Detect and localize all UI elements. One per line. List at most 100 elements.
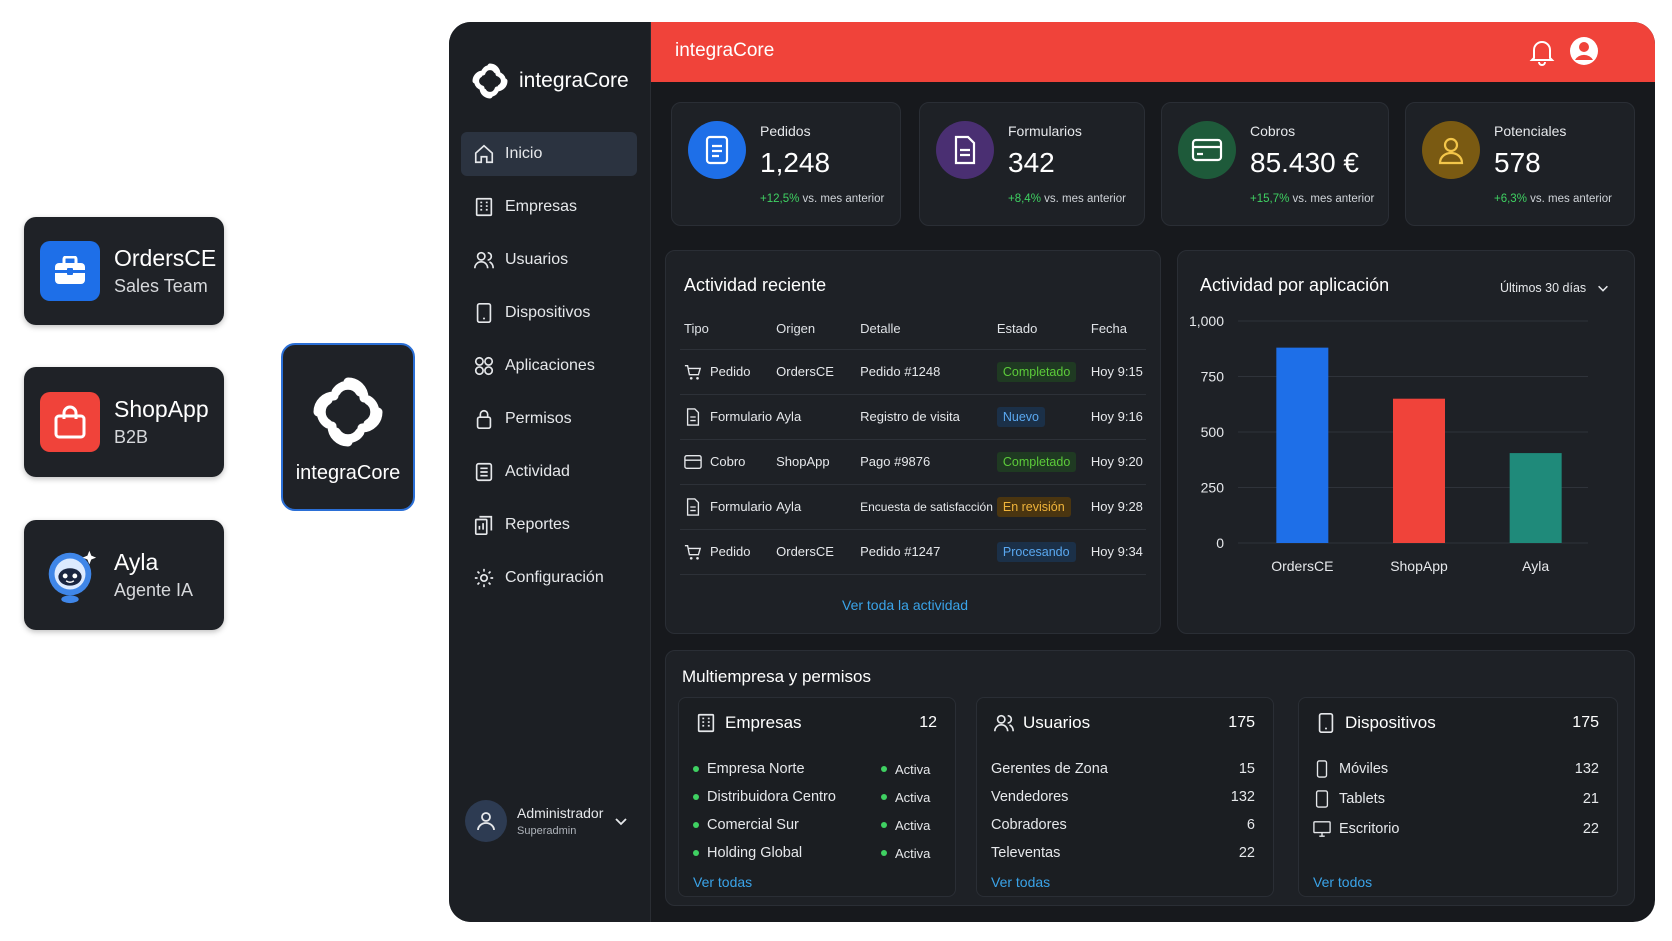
stat-card-cobros[interactable]: Cobros 85.430 € +15,7% vs. mes anterior: [1161, 102, 1389, 226]
list-item[interactable]: Distribuidora Centro Activa: [693, 784, 937, 810]
list-item[interactable]: Escritorio 22: [1313, 816, 1599, 842]
logo-label: integraCore: [295, 461, 401, 484]
table-row[interactable]: Formulario Ayla Encuesta de satisfacción…: [680, 484, 1146, 530]
person-icon: [1422, 121, 1480, 179]
topbar: integraCore: [651, 22, 1655, 82]
bar-ordersce[interactable]: [1276, 347, 1329, 543]
bar-ayla[interactable]: [1509, 453, 1562, 543]
list-item[interactable]: Vendedores 132: [991, 784, 1255, 810]
bell-icon[interactable]: [1529, 38, 1555, 66]
view-all-dispositivos-link[interactable]: Ver todos: [1313, 874, 1373, 890]
table-row[interactable]: Pedido OrdersCE Pedido #1248 Completado …: [680, 349, 1146, 395]
list-item[interactable]: Tablets 21: [1313, 786, 1599, 812]
sidebar-nav: Inicio Empresas Usuarios Dispositivos Ap…: [461, 132, 637, 609]
stat-card-potenciales[interactable]: Potenciales 578 +6,3% vs. mes anterior: [1405, 102, 1635, 226]
sidebar: integraCore Inicio Empresas Usuarios Dis…: [449, 22, 651, 922]
y-tick-label: 250: [1201, 480, 1225, 496]
brand-name: integraCore: [519, 69, 629, 92]
sidebar-item-empresas[interactable]: Empresas: [461, 185, 637, 229]
column-header: Detalle: [856, 309, 993, 350]
item-name: Comercial Sur: [707, 817, 799, 833]
item-value: 15: [1238, 761, 1255, 777]
item-status: Activa: [895, 789, 931, 805]
section-title: Actividad reciente: [684, 275, 827, 295]
app-card-ayla[interactable]: Ayla Agente IA: [24, 520, 224, 630]
view-all-empresas-link[interactable]: Ver todas: [693, 874, 753, 890]
form-icon: [936, 121, 994, 179]
card-count: 12: [919, 714, 937, 731]
item-name: Gerentes de Zona: [991, 761, 1108, 777]
list-icon: [475, 462, 493, 482]
cell-fecha: Hoy 9:15: [1086, 349, 1146, 395]
list-item[interactable]: Empresa Norte Activa: [693, 756, 937, 782]
table-row[interactable]: Pedido OrdersCE Pedido #1247 Procesando …: [680, 529, 1146, 575]
list-item[interactable]: Gerentes de Zona 15: [991, 756, 1255, 782]
y-tick-label: 1,000: [1189, 313, 1224, 329]
building-icon: [475, 197, 493, 217]
cell-detalle: Registro de visita: [856, 394, 993, 440]
range-select[interactable]: Últimos 30 días: [1500, 281, 1610, 295]
briefcase-icon: [40, 241, 100, 301]
stat-label: Pedidos: [760, 123, 811, 139]
section-title: Multiempresa y permisos: [682, 667, 871, 686]
dispositivos-card: Dispositivos 175 Móviles 132 Tablets 21 Es…: [1298, 697, 1618, 897]
sidebar-item-configuracion[interactable]: Configuración: [461, 556, 637, 600]
cell-fecha: Hoy 9:20: [1086, 439, 1146, 485]
item-value: 21: [1582, 791, 1599, 807]
view-all-activity-link[interactable]: Ver toda la actividad: [842, 597, 969, 613]
user-menu[interactable]: Administrador Superadmin: [465, 800, 629, 842]
list-item[interactable]: Televentas 22: [991, 840, 1255, 866]
list-item[interactable]: Cobradores 6: [991, 812, 1255, 838]
account-icon[interactable]: [1569, 36, 1599, 66]
recent-activity-panel: Actividad reciente Tipo Origen Detalle E…: [665, 250, 1161, 634]
x-tick-label: OrdersCE: [1271, 558, 1333, 574]
lock-icon: [476, 409, 492, 429]
sidebar-item-aplicaciones[interactable]: Aplicaciones: [461, 344, 637, 388]
item-name: Vendedores: [991, 789, 1069, 805]
sidebar-item-permisos[interactable]: Permisos: [461, 397, 637, 441]
multiempresa-panel: Multiempresa y permisos Empresas 12 Empr…: [665, 650, 1635, 906]
item-name: Distribuidora Centro: [707, 789, 836, 805]
item-name: Móviles: [1339, 761, 1389, 777]
item-value: 132: [1230, 789, 1255, 805]
building-icon: [697, 713, 715, 733]
table-row[interactable]: Cobro ShopApp Pago #9876 Completado Hoy …: [680, 439, 1146, 485]
cart-icon: [684, 544, 702, 560]
cell-origen: ShopApp: [772, 439, 857, 485]
sidebar-item-label: Reportes: [505, 516, 570, 533]
sidebar-item-inicio[interactable]: Inicio: [461, 132, 637, 176]
activity-table: Tipo Origen Detalle Estado Fecha Pedido …: [680, 309, 1146, 575]
integracore-logo-card[interactable]: integraCore: [281, 343, 415, 511]
cell-detalle: Encuesta de satisfacción: [856, 484, 993, 530]
sidebar-item-reportes[interactable]: Reportes: [461, 503, 637, 547]
status-dot: [693, 794, 699, 800]
app-card-orders[interactable]: OrdersCE Sales Team: [24, 217, 224, 325]
cell-tipo: Formulario: [710, 499, 773, 514]
stat-value: 578: [1494, 147, 1541, 178]
sidebar-item-actividad[interactable]: Actividad: [461, 450, 637, 494]
view-all-usuarios-link[interactable]: Ver todas: [991, 874, 1051, 890]
list-item[interactable]: Móviles 132: [1313, 756, 1599, 782]
robot-avatar-icon: [40, 545, 100, 605]
sidebar-item-dispositivos[interactable]: Dispositivos: [461, 291, 637, 335]
report-icon: [474, 515, 493, 535]
topbar-title: integraCore: [675, 40, 775, 61]
integracore-logo-icon: [472, 63, 508, 99]
status-badge: Completado: [996, 451, 1077, 472]
stat-card-pedidos[interactable]: Pedidos 1,248 +12,5% vs. mes anterior: [671, 102, 901, 226]
list-item[interactable]: Holding Global Activa: [693, 840, 937, 866]
cell-tipo: Pedido: [710, 544, 751, 559]
grid-icon: [474, 356, 494, 376]
stat-card-formularios[interactable]: Formularios 342 +8,4% vs. mes anterior: [919, 102, 1145, 226]
bar-shopapp[interactable]: [1393, 398, 1445, 543]
stat-value: 85.430 €: [1250, 147, 1359, 178]
cell-detalle: Pedido #1247: [856, 529, 993, 575]
sidebar-item-usuarios[interactable]: Usuarios: [461, 238, 637, 282]
stat-change: +8,4% vs. mes anterior: [1008, 193, 1126, 205]
brand[interactable]: integraCore: [469, 60, 629, 102]
app-card-shop[interactable]: ShopApp B2B: [24, 367, 224, 477]
table-row[interactable]: Formulario Ayla Registro de visita Nuevo…: [680, 394, 1146, 440]
home-icon: [474, 144, 494, 164]
list-item[interactable]: Comercial Sur Activa: [693, 812, 937, 838]
sidebar-item-label: Configuración: [505, 569, 604, 586]
